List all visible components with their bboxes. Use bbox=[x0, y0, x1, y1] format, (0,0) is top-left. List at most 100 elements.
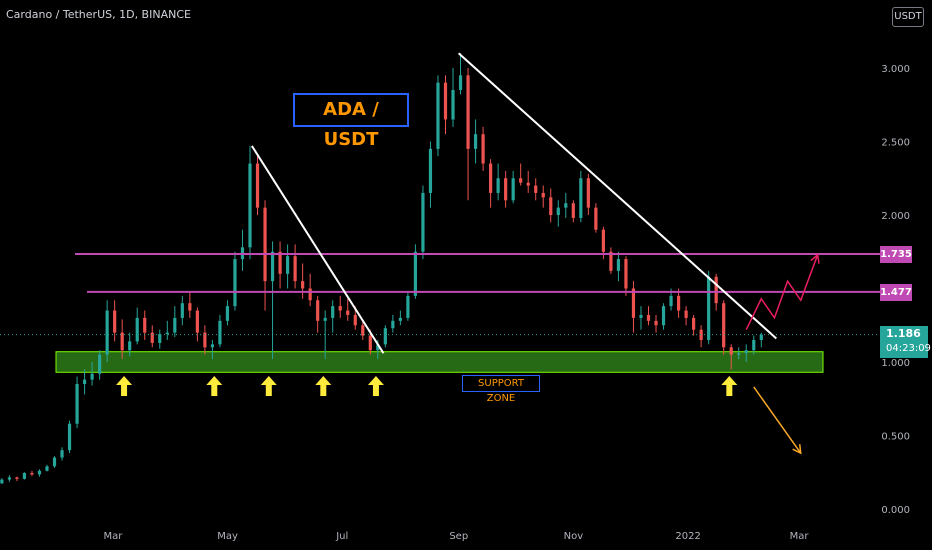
candle-body bbox=[37, 470, 42, 475]
candle-body bbox=[7, 477, 11, 480]
bearish-projection bbox=[753, 386, 802, 454]
candle bbox=[7, 475, 11, 482]
candle bbox=[263, 200, 267, 311]
candle-body bbox=[624, 259, 628, 289]
trendline bbox=[457, 52, 777, 340]
arrow-shape bbox=[315, 376, 332, 396]
candle bbox=[195, 307, 199, 342]
candle-body bbox=[150, 332, 154, 343]
candle bbox=[45, 464, 49, 472]
up-arrow-icon bbox=[367, 376, 384, 396]
candle-body bbox=[82, 379, 87, 385]
candle-body bbox=[316, 300, 320, 321]
candle-body bbox=[331, 306, 335, 318]
candle-body bbox=[308, 288, 312, 301]
candle bbox=[534, 178, 538, 201]
candle-body bbox=[173, 317, 177, 333]
candle bbox=[128, 332, 132, 357]
arrow-shape bbox=[260, 376, 277, 396]
support-zone-label: SUPPORT ZONE bbox=[462, 375, 540, 404]
candle-body bbox=[165, 332, 169, 335]
candle bbox=[361, 320, 365, 340]
bullish-projection bbox=[745, 254, 819, 330]
candle-body bbox=[368, 335, 372, 351]
up-arrow-icon bbox=[116, 376, 133, 396]
candle-body bbox=[428, 148, 433, 193]
candle-body bbox=[541, 192, 545, 198]
candle-body bbox=[707, 276, 711, 340]
candle bbox=[60, 447, 64, 461]
candle-body bbox=[639, 314, 643, 318]
candle-body bbox=[692, 317, 696, 330]
candle bbox=[729, 344, 733, 370]
candle-body bbox=[413, 251, 418, 296]
candle bbox=[233, 251, 237, 311]
candle bbox=[30, 470, 34, 476]
current-price-tag: 1.186 04:23:09 bbox=[880, 326, 931, 358]
candle-body bbox=[248, 163, 252, 248]
current-price: 1.186 bbox=[886, 327, 921, 340]
candle bbox=[67, 420, 72, 454]
candle bbox=[489, 159, 493, 208]
candle bbox=[744, 344, 748, 362]
candle-body bbox=[661, 306, 666, 326]
arrowhead-icon bbox=[810, 253, 820, 264]
candle bbox=[210, 339, 215, 360]
candle bbox=[421, 185, 425, 260]
up-arrow-icon bbox=[260, 376, 277, 396]
candle bbox=[676, 288, 681, 318]
candle bbox=[616, 251, 621, 282]
candle-body bbox=[158, 334, 162, 343]
candle bbox=[391, 314, 395, 333]
candle bbox=[188, 291, 192, 318]
y-tick-label: 2.500 bbox=[881, 138, 910, 149]
candle bbox=[225, 300, 230, 326]
candle-body bbox=[714, 276, 718, 304]
candle bbox=[143, 310, 147, 340]
candle bbox=[150, 325, 154, 348]
candle-body bbox=[120, 332, 124, 351]
candle-body bbox=[323, 317, 327, 321]
candle bbox=[473, 119, 478, 164]
x-tick-label: 2022 bbox=[675, 531, 700, 542]
candle-body bbox=[263, 207, 267, 282]
candle bbox=[541, 185, 545, 208]
candle-body bbox=[406, 295, 410, 318]
candle bbox=[504, 170, 508, 208]
candle-body bbox=[511, 178, 515, 201]
candle-body bbox=[466, 75, 470, 149]
candle-body bbox=[391, 320, 395, 329]
currency-button[interactable]: USDT bbox=[892, 7, 924, 27]
candle bbox=[639, 306, 643, 330]
candle bbox=[436, 75, 440, 157]
candle-body bbox=[752, 339, 756, 351]
candle-body bbox=[489, 163, 493, 193]
candle bbox=[278, 241, 282, 289]
support-touch-arrows bbox=[116, 376, 738, 396]
candle bbox=[0, 478, 4, 485]
candle bbox=[308, 273, 312, 307]
candle-body bbox=[534, 185, 538, 193]
candle-body bbox=[105, 310, 109, 355]
y-tick-label: 1.000 bbox=[881, 358, 910, 369]
candle bbox=[331, 300, 335, 333]
candle bbox=[511, 170, 515, 204]
y-tick-label: 0.000 bbox=[881, 505, 910, 516]
candle bbox=[631, 281, 636, 333]
candle-body bbox=[113, 310, 117, 333]
candle bbox=[466, 68, 470, 201]
candle-body bbox=[60, 450, 64, 458]
candle-body bbox=[180, 303, 184, 318]
candle bbox=[661, 303, 666, 330]
arrow-shape bbox=[367, 376, 384, 396]
arrow-shape bbox=[116, 376, 133, 396]
candle-body bbox=[451, 90, 455, 120]
chart-title: Cardano / TetherUS, 1D, BINANCE bbox=[6, 8, 191, 21]
candle-body bbox=[458, 75, 463, 91]
candle bbox=[338, 295, 342, 318]
candle-body bbox=[293, 256, 297, 282]
candle-body bbox=[278, 251, 282, 274]
candle bbox=[594, 203, 598, 233]
candlestick-series bbox=[0, 53, 763, 485]
